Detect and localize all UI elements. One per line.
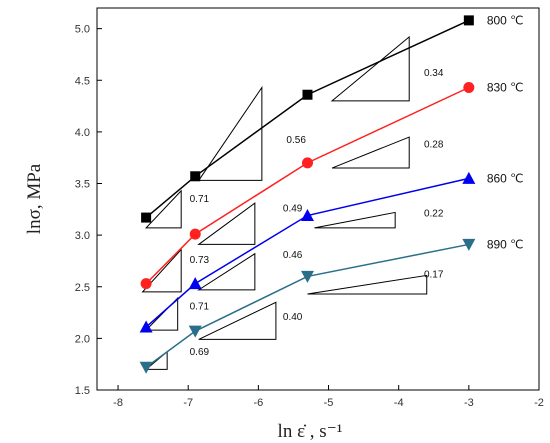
data-point — [188, 325, 202, 338]
x-tick-label: -6 — [253, 397, 263, 409]
slope-triangle — [144, 189, 182, 229]
slope-triangle — [197, 85, 263, 181]
y-axis-title: lnσ, MPa — [24, 163, 45, 234]
y-tick-label: 3.5 — [75, 179, 90, 191]
y-tick-label: 2.5 — [75, 282, 90, 294]
slope-triangle — [144, 296, 179, 331]
series-label: 890 ℃ — [487, 237, 524, 251]
slope-triangle — [314, 211, 396, 229]
slope-label: 0.69 — [190, 347, 210, 358]
data-point — [463, 15, 474, 26]
data-point — [141, 212, 152, 223]
data-point — [190, 171, 201, 182]
data-point — [189, 228, 201, 240]
data-point — [188, 277, 202, 290]
series-line — [145, 86, 470, 285]
data-point — [463, 81, 475, 93]
x-tick-label: -8 — [113, 397, 123, 409]
data-point — [139, 320, 153, 333]
slope-label: 0.17 — [424, 269, 444, 280]
plot-frame — [96, 7, 540, 391]
y-tick-label: 2.0 — [75, 333, 90, 345]
data-point — [301, 157, 313, 169]
slope-label: 0.49 — [283, 203, 303, 214]
data-series — [139, 15, 476, 374]
data-point — [462, 171, 476, 184]
slope-label: 0.22 — [424, 209, 444, 220]
slope-triangle — [197, 202, 256, 245]
slope-triangle — [330, 35, 410, 102]
slope-annotations: 0.71 0.56 0.34 0.73 0.49 0.28 0.71 0.46 0.22 0.69… — [141, 35, 444, 370]
y-tick-label: 3.0 — [75, 230, 90, 242]
slope-triangle — [141, 248, 182, 293]
x-axis-title: ln ε̇ , s⁻¹ — [278, 421, 343, 442]
data-point — [302, 89, 313, 100]
slope-label: 0.73 — [190, 255, 210, 266]
series-labels: 800 ℃ 830 ℃ 860 ℃ 890 ℃ — [487, 13, 524, 251]
slope-triangle — [197, 252, 256, 291]
slope-label: 0.40 — [283, 312, 303, 323]
data-point — [139, 361, 153, 374]
series-label: 830 ℃ — [487, 80, 524, 94]
y-tick-label: 1.5 — [75, 385, 90, 397]
slope-triangle — [198, 301, 277, 340]
y-tick-label: 4.5 — [75, 75, 90, 87]
slope-triangle — [307, 274, 428, 295]
axis-ticks: -8 -7 -6 -5 -4 -3 -2 1.5 2.0 2.5 3.0 3.5 4.0 4.5 5.0 — [75, 24, 544, 409]
series-line — [145, 19, 470, 219]
slope-label: 0.28 — [424, 139, 444, 150]
x-tick-label: -5 — [324, 397, 334, 409]
series-label: 860 ℃ — [487, 171, 524, 185]
series-label: 800 ℃ — [487, 13, 524, 27]
series-line — [145, 177, 470, 328]
x-tick-label: -3 — [464, 397, 474, 409]
slope-label: 0.71 — [190, 301, 210, 312]
data-point — [140, 278, 152, 290]
data-point — [462, 238, 476, 251]
slope-triangle — [144, 350, 168, 370]
x-tick-label: -7 — [183, 397, 193, 409]
x-tick-label: -4 — [394, 397, 404, 409]
slope-label: 0.46 — [283, 250, 303, 261]
slope-label: 0.34 — [424, 68, 444, 79]
series-line — [145, 243, 469, 368]
y-tick-label: 5.0 — [75, 24, 90, 36]
slope-label: 0.71 — [190, 194, 210, 205]
data-point — [300, 209, 314, 222]
y-tick-label: 4.0 — [75, 127, 90, 139]
x-tick-label: -2 — [534, 397, 544, 409]
slope-triangle — [331, 136, 410, 169]
data-point — [300, 270, 314, 283]
slope-label: 0.56 — [286, 135, 306, 146]
